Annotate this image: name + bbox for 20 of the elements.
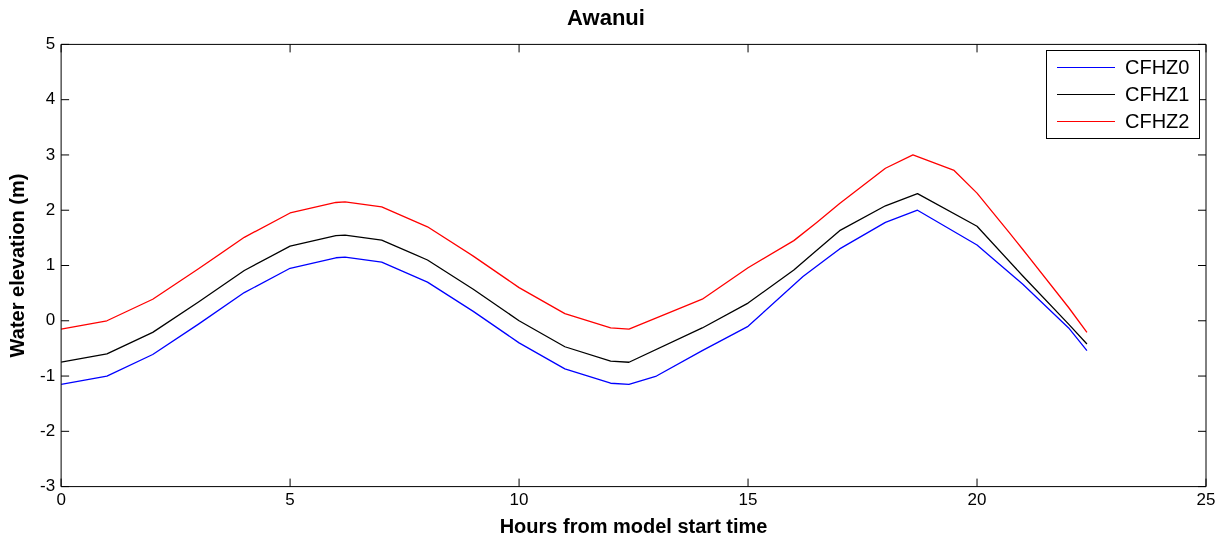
x-tick-label: 15	[738, 490, 758, 510]
x-tick-label: 5	[285, 490, 295, 510]
y-tick-label: 2	[45, 199, 56, 219]
y-tick-label: -2	[39, 421, 56, 441]
legend-label: CFHZ2	[1125, 109, 1190, 135]
y-tick-label: -3	[39, 476, 56, 496]
y-tick-label: 3	[45, 144, 56, 164]
chart-title: Awanui	[567, 5, 645, 31]
legend-label: CFHZ0	[1125, 55, 1190, 81]
y-axis-title: Water elevation (m)	[5, 173, 28, 358]
x-tick-label: 20	[967, 490, 987, 510]
y-tick-label: 5	[45, 34, 56, 54]
y-tick-label: 0	[45, 310, 56, 330]
x-axis-title: Hours from model start time	[499, 514, 768, 537]
x-tick-label: 10	[509, 490, 529, 510]
y-tick-label: 1	[45, 255, 56, 275]
y-tick-label: 4	[45, 89, 56, 109]
legend-label: CFHZ1	[1125, 82, 1190, 108]
y-tick-label: -1	[39, 365, 56, 385]
x-tick-label: 25	[1196, 490, 1216, 510]
